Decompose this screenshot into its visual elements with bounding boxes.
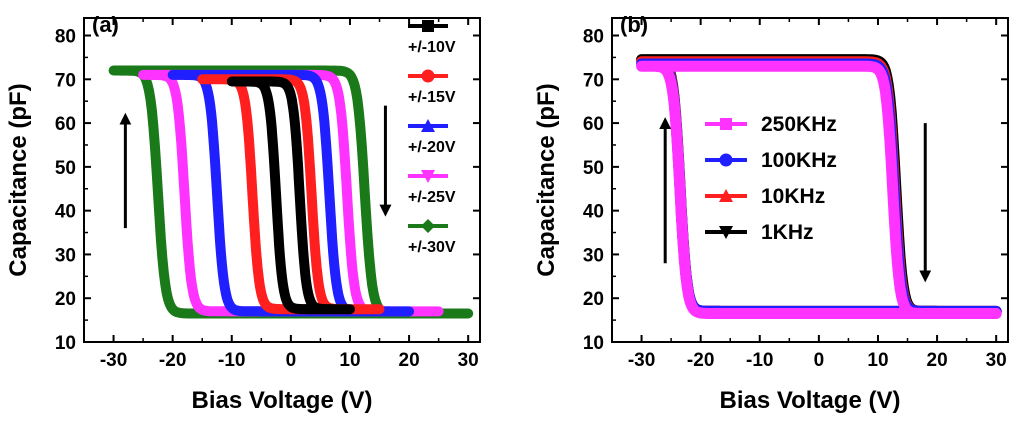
y-tick-label: 20 xyxy=(583,289,604,310)
legend-marker xyxy=(421,219,435,233)
legend: 250KHz 100KHz 10KHz 1KHz xyxy=(705,113,837,244)
legend-marker xyxy=(421,69,435,83)
legend-label: +/-30V xyxy=(408,239,456,256)
y-tick-label: 20 xyxy=(55,289,76,310)
y-axis-title: Capacitance (pF) xyxy=(533,83,560,276)
x-axis-title: Bias Voltage (V) xyxy=(192,387,373,414)
legend-marker xyxy=(422,20,434,32)
y-tick-label: 10 xyxy=(55,333,76,354)
x-tick-label: 30 xyxy=(458,350,479,371)
legend-label: 10KHz xyxy=(761,185,825,208)
y-tick-label: 70 xyxy=(55,70,76,91)
x-tick-label: -10 xyxy=(218,350,245,371)
y-tick-label: 40 xyxy=(55,202,76,223)
y-tick-label: 70 xyxy=(583,70,604,91)
x-tick-label: 0 xyxy=(814,350,825,371)
legend-label: +/-25V xyxy=(408,189,456,206)
y-tick-label: 80 xyxy=(583,27,604,48)
x-axis-title: Bias Voltage (V) xyxy=(720,387,901,414)
panel-b-chart: -30 -20 -10 0 10 20 30 10 20 30 40 50 60 70 80 Bias Vol… xyxy=(533,12,1009,414)
x-tick-label: 20 xyxy=(927,350,948,371)
y-tick-label: 60 xyxy=(55,114,76,135)
y-tick-label: 10 xyxy=(583,333,604,354)
legend-marker xyxy=(719,226,733,239)
y-tick-label: 80 xyxy=(55,27,76,48)
x-tick-label: 30 xyxy=(986,350,1007,371)
legend-marker xyxy=(719,189,733,202)
plot-frame xyxy=(83,17,481,343)
legend-marker xyxy=(719,153,733,167)
y-tick-label: 40 xyxy=(583,202,604,223)
legend-marker xyxy=(421,170,435,183)
legend-marker xyxy=(421,119,435,132)
legend: +/-10V +/-15V +/-20V +/-25V +/-30V xyxy=(408,20,456,256)
panel-label: (a) xyxy=(92,12,119,37)
x-tick-label: 0 xyxy=(286,350,297,371)
x-tick-label: -20 xyxy=(159,350,186,371)
x-tick-label: -30 xyxy=(628,350,655,371)
y-tick-label: 60 xyxy=(583,114,604,135)
legend-marker xyxy=(720,118,732,130)
legend-label: 1KHz xyxy=(761,221,814,244)
x-tick-label: 10 xyxy=(867,350,888,371)
panel-a-chart: -30 -20 -10 0 10 20 30 10 20 30 40 50 60 70 80 Bias Vol… xyxy=(5,12,481,414)
legend-label: +/-15V xyxy=(408,89,456,106)
legend-label: +/-20V xyxy=(408,139,456,156)
series-group xyxy=(108,65,474,319)
legend-label: +/-10V xyxy=(408,39,456,56)
y-tick-label: 30 xyxy=(583,245,604,266)
x-tick-label: -30 xyxy=(100,350,127,371)
x-tick-label: 20 xyxy=(399,350,420,371)
y-tick-label: 50 xyxy=(583,158,604,179)
x-tick-label: 10 xyxy=(339,350,360,371)
series-line-250khz xyxy=(636,60,1002,319)
y-tick-label: 30 xyxy=(55,245,76,266)
panel-label: (b) xyxy=(620,12,648,37)
y-tick-label: 50 xyxy=(55,158,76,179)
plot-frame xyxy=(611,17,1009,343)
y-axis-title: Capacitance (pF) xyxy=(5,83,32,276)
x-tick-label: -20 xyxy=(687,350,714,371)
legend-label: 250KHz xyxy=(761,113,837,136)
series-line-10v xyxy=(226,76,355,315)
series-group xyxy=(636,54,1002,319)
legend-label: 100KHz xyxy=(761,149,837,172)
x-tick-label: -10 xyxy=(746,350,773,371)
